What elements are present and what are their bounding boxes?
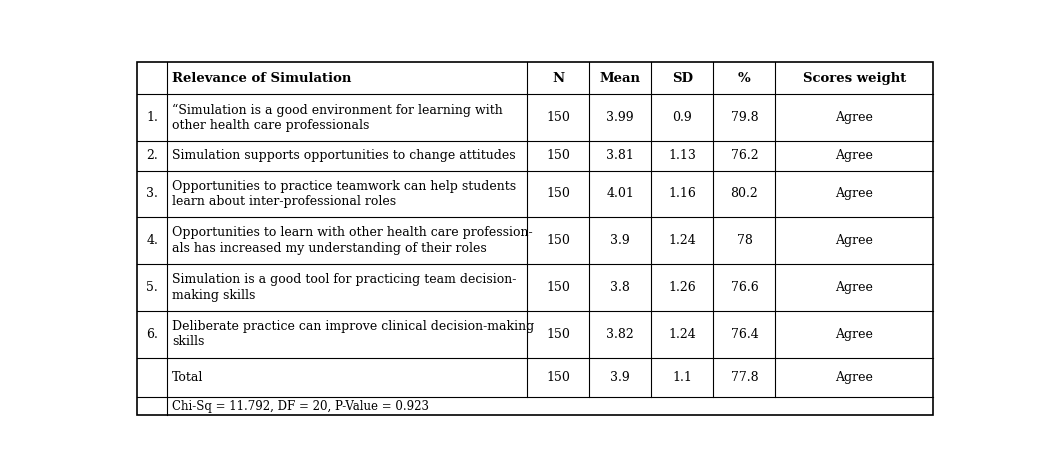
Text: 77.8: 77.8 xyxy=(731,371,758,384)
Text: Agree: Agree xyxy=(835,188,873,200)
Text: N: N xyxy=(552,72,564,85)
Text: 150: 150 xyxy=(546,281,570,294)
Text: Mean: Mean xyxy=(599,72,641,85)
Text: 3.82: 3.82 xyxy=(607,328,634,341)
Text: 1.13: 1.13 xyxy=(668,149,696,162)
Text: Agree: Agree xyxy=(835,149,873,162)
Text: 150: 150 xyxy=(546,149,570,162)
Text: Agree: Agree xyxy=(835,234,873,247)
Text: Agree: Agree xyxy=(835,281,873,294)
Text: Total: Total xyxy=(172,371,204,384)
Text: 150: 150 xyxy=(546,188,570,200)
Text: 76.2: 76.2 xyxy=(731,149,758,162)
Text: 6.: 6. xyxy=(146,328,158,341)
Text: 1.1: 1.1 xyxy=(672,371,692,384)
Text: SD: SD xyxy=(672,72,693,85)
Text: Simulation supports opportunities to change attitudes: Simulation supports opportunities to cha… xyxy=(172,149,516,162)
Text: 4.01: 4.01 xyxy=(607,188,634,200)
Text: 80.2: 80.2 xyxy=(731,188,758,200)
Text: Scores weight: Scores weight xyxy=(803,72,906,85)
Text: 1.: 1. xyxy=(146,111,158,124)
Text: Opportunities to practice teamwork can help students
learn about inter-professio: Opportunities to practice teamwork can h… xyxy=(172,180,516,208)
Text: 4.: 4. xyxy=(146,234,158,247)
Text: 3.9: 3.9 xyxy=(611,234,631,247)
Text: 3.99: 3.99 xyxy=(607,111,634,124)
Text: Deliberate practice can improve clinical decision-making
skills: Deliberate practice can improve clinical… xyxy=(172,320,535,349)
Text: 1.24: 1.24 xyxy=(668,328,696,341)
Text: 1.26: 1.26 xyxy=(668,281,696,294)
Text: Agree: Agree xyxy=(835,371,873,384)
Text: 3.8: 3.8 xyxy=(611,281,631,294)
Text: “Simulation is a good environment for learning with
other health care profession: “Simulation is a good environment for le… xyxy=(172,103,503,132)
Text: 1.16: 1.16 xyxy=(668,188,696,200)
Text: 3.: 3. xyxy=(146,188,158,200)
Text: 0.9: 0.9 xyxy=(672,111,692,124)
Text: %: % xyxy=(738,72,751,85)
Text: 3.81: 3.81 xyxy=(607,149,634,162)
Text: 3.9: 3.9 xyxy=(611,371,631,384)
Text: 5.: 5. xyxy=(146,281,158,294)
Text: 150: 150 xyxy=(546,371,570,384)
Text: Agree: Agree xyxy=(835,111,873,124)
Text: 2.: 2. xyxy=(146,149,158,162)
Text: 78: 78 xyxy=(736,234,753,247)
Text: 79.8: 79.8 xyxy=(731,111,758,124)
Text: Chi-Sq = 11.792, DF = 20, P-Value = 0.923: Chi-Sq = 11.792, DF = 20, P-Value = 0.92… xyxy=(172,400,429,413)
Text: 150: 150 xyxy=(546,328,570,341)
Text: 150: 150 xyxy=(546,234,570,247)
Text: Agree: Agree xyxy=(835,328,873,341)
Text: 1.24: 1.24 xyxy=(668,234,696,247)
Text: Opportunities to learn with other health care profession-
als has increased my u: Opportunities to learn with other health… xyxy=(172,227,532,255)
Text: 76.4: 76.4 xyxy=(731,328,758,341)
Text: Relevance of Simulation: Relevance of Simulation xyxy=(172,72,352,85)
Text: 76.6: 76.6 xyxy=(731,281,758,294)
Text: Simulation is a good tool for practicing team decision-
making skills: Simulation is a good tool for practicing… xyxy=(172,273,517,302)
Text: 150: 150 xyxy=(546,111,570,124)
